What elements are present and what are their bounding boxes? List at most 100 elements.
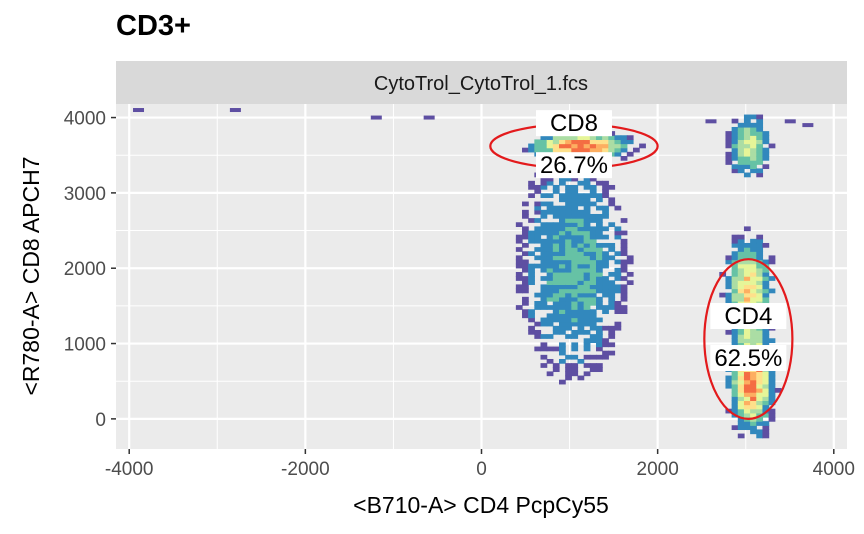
density-bin [577,305,585,310]
density-bin [725,383,733,389]
density-bin [750,338,757,344]
density-bin [552,259,560,265]
density-bin [589,147,597,153]
density-bin [750,288,757,294]
density-bin [577,296,585,302]
density-bin [725,135,733,141]
density-bin [534,189,542,194]
event-bin [705,119,717,124]
density-bin [528,238,535,244]
density-bin [731,379,739,385]
density-bin [737,271,745,277]
event-bin [133,108,145,113]
density-bin [595,363,603,368]
density-bin [565,288,572,294]
density-bin [737,421,745,426]
density-bin [577,193,585,199]
density-bin [737,334,745,339]
density-bin [608,135,616,141]
density-bin [583,255,591,261]
density-bin [731,375,739,381]
density-bin [743,387,751,393]
density-bin [540,230,548,236]
density-bin [602,242,609,248]
density-bin [565,305,572,310]
density-bin [626,280,634,286]
density-bin [614,251,622,257]
y-tick-label: 4000 [64,109,106,130]
density-bin [540,226,548,232]
density-bin [540,354,548,360]
density-bin [571,226,579,232]
density-bin [546,276,554,281]
density-bin [534,139,542,145]
density-bin [725,280,733,286]
density-bin [750,168,757,174]
density-bin [559,342,566,348]
density-bin [559,292,566,298]
density-bin [515,222,523,228]
density-bin [589,193,597,199]
density-bin [528,180,535,186]
density-bin [756,255,764,261]
density-bin [540,238,548,244]
density-bin [565,247,572,252]
density-bin [571,143,579,149]
density-bin [571,222,579,228]
density-bin [608,329,616,335]
density-bin [595,305,603,310]
density-bin [602,213,609,219]
density-bin [565,354,572,360]
density-bin [731,147,739,153]
density-bin [608,342,616,348]
density-bin [565,230,572,236]
density-bin [583,218,591,223]
density-bin [725,143,733,149]
density-bin [589,247,597,252]
density-bin [595,354,603,360]
density-bin [571,213,579,219]
density-bin [589,201,597,207]
density-bin [608,222,616,228]
density-bin [522,300,529,306]
density-bin [731,118,739,124]
density-bin [540,321,548,327]
density-bin [768,255,776,261]
density-bin [571,255,579,261]
density-bin [731,329,739,335]
density-bin [602,193,609,199]
density-bin [743,425,751,431]
density-bin [546,255,554,261]
density-bin [737,280,745,286]
density-bin [571,288,579,294]
density-bin [583,288,591,294]
gate-percent-cd8: 26.7% [540,152,608,179]
y-tick-label: 1000 [64,335,106,356]
density-bin [750,392,757,397]
density-bin [626,271,634,277]
density-bin [583,371,591,377]
density-bin [552,230,560,236]
density-bin [571,309,579,315]
density-bin [743,155,751,161]
density-bin [756,114,764,120]
density-bin [577,271,585,277]
density-bin [602,143,609,149]
density-bin [522,263,529,269]
density-bin [731,131,739,136]
density-bin [546,267,554,273]
density-bin [756,383,764,389]
density-bin [540,222,548,228]
density-bin [768,379,776,385]
density-bin [620,135,628,141]
density-bin [595,247,603,252]
density-bin [595,143,603,149]
density-bin [614,226,622,232]
density-bin [589,218,597,223]
density-bin [731,255,739,261]
density-bin [583,271,591,277]
density-bin [602,292,609,298]
density-bin [756,242,764,248]
density-bin [546,180,554,186]
density-bin [534,230,542,236]
